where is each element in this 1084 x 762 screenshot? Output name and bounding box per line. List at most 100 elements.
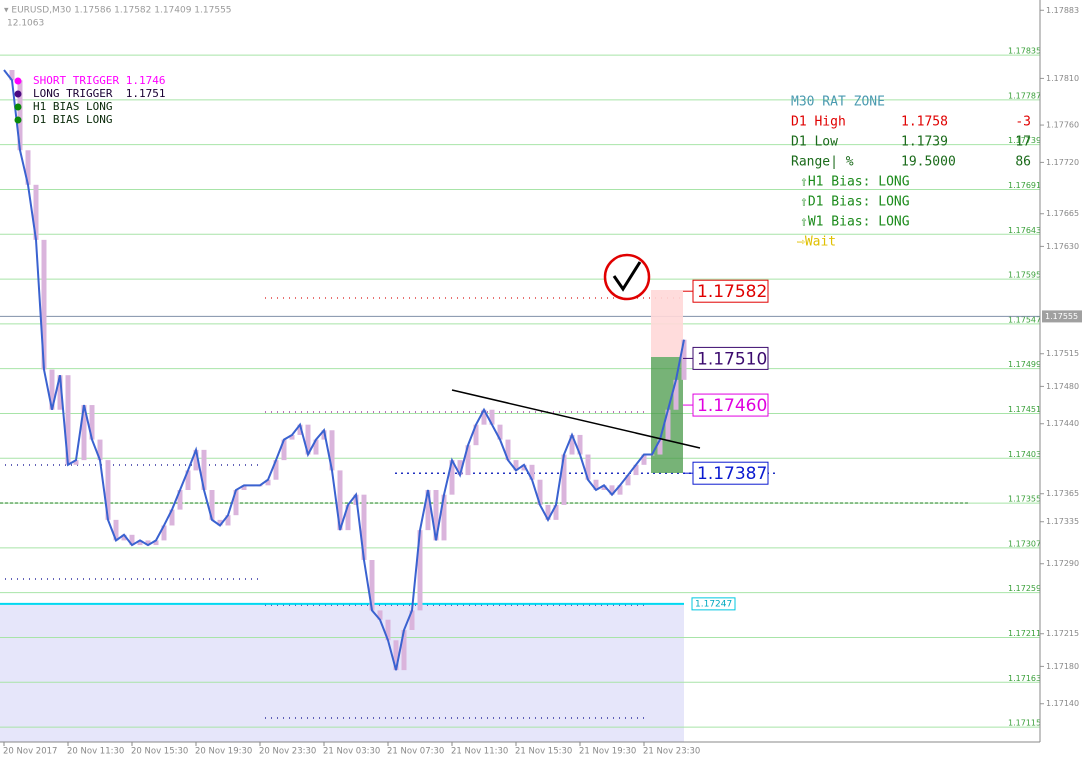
- candle-body: [665, 409, 671, 440]
- candle-body: [497, 424, 503, 440]
- y-tick-label: 1.17140: [1046, 699, 1079, 708]
- chart-subheader: 12.1063: [7, 19, 44, 29]
- y-tick-label: 1.17335: [1046, 517, 1079, 526]
- level-label: 1.17460: [697, 396, 767, 416]
- y-tick-label: 1.17211: [1008, 629, 1041, 638]
- candle-body: [569, 434, 575, 455]
- candle-body: [521, 464, 527, 471]
- candle-body: [113, 519, 119, 541]
- candle-body: [201, 449, 207, 490]
- candle-body: [329, 430, 335, 471]
- y-tick-label: 1.17643: [1008, 226, 1041, 235]
- y-tick-label: 1.17440: [1046, 419, 1079, 428]
- check-icon: [612, 261, 642, 292]
- candle-body: [225, 515, 231, 526]
- panel-cell: 1.1739: [901, 135, 948, 150]
- y-tick-label: 1.17883: [1046, 6, 1079, 15]
- candle-body: [545, 504, 551, 520]
- level-label: 1.17510: [697, 349, 767, 369]
- close-line: [3, 69, 685, 671]
- legend-dot: [14, 90, 22, 98]
- candle-body: [97, 439, 103, 461]
- x-tick-label: 20 Nov 23:30: [259, 747, 316, 757]
- y-tick-label: 1.17691: [1008, 181, 1041, 190]
- level-label: 1.17387: [697, 464, 767, 484]
- legend-dot: [14, 103, 22, 111]
- candle-body: [377, 610, 383, 620]
- y-tick-label: 1.17499: [1008, 360, 1041, 369]
- x-tick-label: 21 Nov 15:30: [515, 747, 572, 757]
- candle-body: [633, 464, 639, 476]
- level-box: [692, 461, 769, 485]
- candle-body: [433, 490, 439, 541]
- candle-body: [449, 460, 455, 495]
- y-tick-label: 1.17720: [1046, 158, 1079, 167]
- candle-body: [105, 460, 111, 520]
- candle-body: [585, 454, 591, 480]
- y-tick-label: 1.17595: [1008, 271, 1041, 280]
- candle-body: [297, 424, 303, 435]
- candle-body: [49, 369, 55, 410]
- current-price-box: [1042, 310, 1082, 323]
- candle-body: [681, 339, 687, 380]
- candle-body: [337, 470, 343, 531]
- candle-body: [65, 375, 71, 465]
- panel-cell: 19.5000: [901, 155, 956, 170]
- x-tick-label: 20 Nov 15:30: [131, 747, 188, 757]
- panel-bias: ⇧D1 Bias: LONG: [800, 195, 910, 210]
- y-tick-label: 1.17810: [1046, 74, 1079, 83]
- legend-dot: [14, 77, 22, 85]
- candle-body: [345, 504, 351, 531]
- x-tick-label: 21 Nov 23:30: [643, 747, 700, 757]
- y-tick-label: 1.17215: [1046, 629, 1079, 638]
- y-tick-label: 1.17180: [1046, 662, 1079, 671]
- candle-body: [177, 490, 183, 510]
- legend-label: LONG TRIGGER 1.1751: [33, 87, 165, 100]
- panel-bias: ⇧H1 Bias: LONG: [800, 175, 910, 190]
- candle-body: [169, 509, 175, 526]
- candle-body: [553, 504, 559, 520]
- candle-body: [145, 540, 151, 546]
- x-tick-label: 21 Nov 19:30: [579, 747, 636, 757]
- panel-cell: 1.1758: [901, 115, 948, 130]
- candle-body: [409, 610, 415, 630]
- short-zone: [651, 290, 683, 357]
- y-tick-label: 1.17835: [1008, 47, 1041, 56]
- candle-body: [137, 540, 143, 546]
- y-tick-label: 1.17163: [1008, 674, 1041, 683]
- candle-body: [153, 540, 159, 546]
- panel-cell: -3: [1015, 115, 1031, 130]
- x-tick-label: 21 Nov 11:30: [451, 747, 508, 757]
- candle-body: [233, 490, 239, 516]
- y-tick-label: 1.17365: [1046, 489, 1079, 498]
- candle-body: [425, 490, 431, 531]
- candle-body: [161, 525, 167, 541]
- level-label: 1.17582: [697, 282, 767, 302]
- candle-body: [313, 439, 319, 455]
- x-tick-label: 21 Nov 03:30: [323, 747, 380, 757]
- support-zone: [0, 603, 684, 742]
- check-icon: [603, 253, 651, 301]
- panel-cell: D1 Low: [791, 135, 838, 150]
- candle-body: [401, 630, 407, 671]
- candle-body: [273, 460, 279, 480]
- candle-body: [305, 424, 311, 455]
- candle-body: [457, 460, 463, 476]
- candle-body: [641, 454, 647, 465]
- candle-body: [609, 485, 615, 495]
- y-tick-label: 1.17307: [1008, 539, 1041, 548]
- y-tick-label: 1.17739: [1008, 136, 1041, 145]
- candle-body: [577, 434, 583, 455]
- candle-body: [241, 485, 247, 490]
- candle-body: [33, 184, 39, 240]
- support-box: [691, 597, 736, 611]
- candle-body: [217, 519, 223, 526]
- candle-body: [121, 534, 127, 541]
- candle-body: [73, 460, 79, 465]
- candle-body: [289, 434, 295, 440]
- candle-body: [57, 375, 63, 410]
- y-tick-label: 1.17259: [1008, 584, 1041, 593]
- chart-header: ▾ EURUSD,M30 1.17586 1.17582 1.17409 1.1…: [4, 6, 232, 16]
- candle-body: [185, 470, 191, 490]
- current-price-label: 1.17555: [1045, 312, 1078, 321]
